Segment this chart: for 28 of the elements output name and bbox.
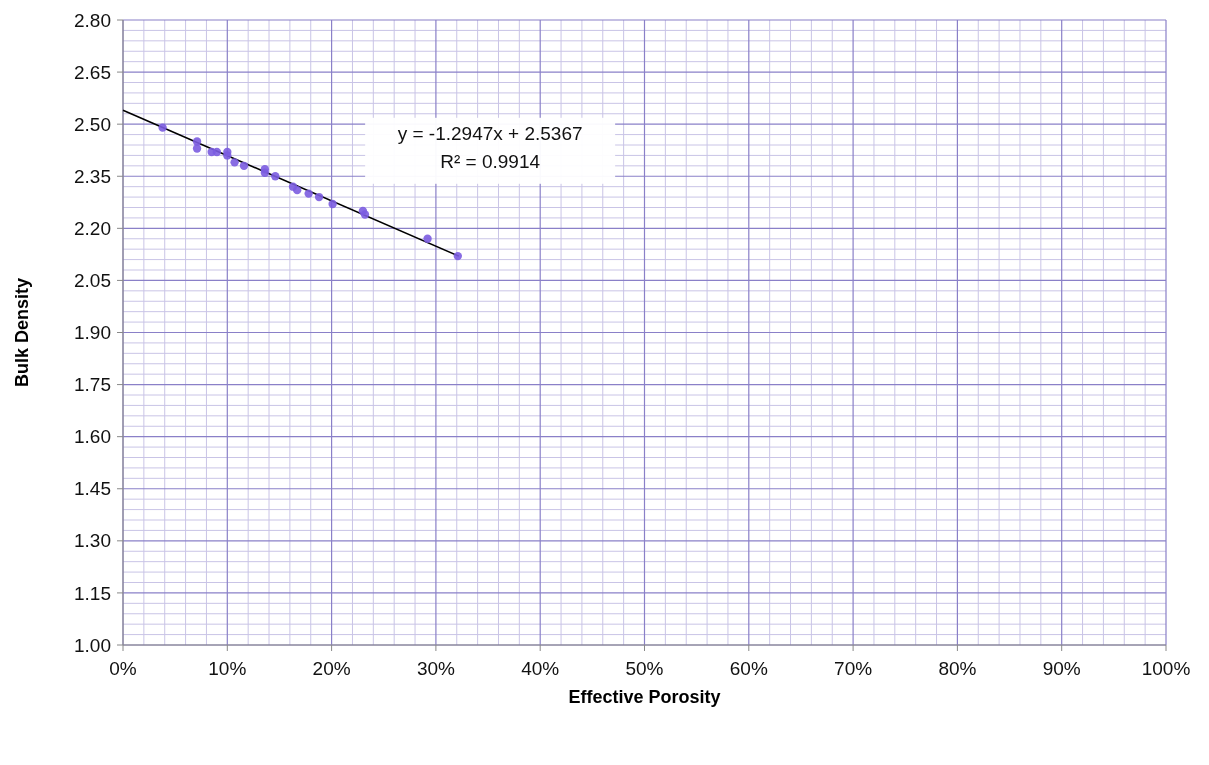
- y-tick-label: 2.35: [74, 165, 111, 187]
- x-tick-label: 90%: [1042, 658, 1081, 679]
- x-tick-label: 70%: [834, 658, 873, 679]
- y-tick-label: 2.80: [74, 9, 111, 31]
- x-tick-label: 0%: [109, 658, 137, 679]
- y-tick-label: 2.65: [74, 61, 111, 83]
- y-tick-label: 1.90: [74, 322, 111, 344]
- annotation: R² = 0.9914: [440, 150, 541, 172]
- y-tick-label: 1.45: [74, 478, 111, 500]
- y-tick-label: 1.15: [74, 582, 111, 604]
- x-tick-label: 60%: [729, 658, 768, 679]
- y-tick-label: 2.05: [74, 270, 111, 292]
- y-tick-label: 2.50: [74, 113, 111, 135]
- y-tick-label: 1.75: [74, 374, 111, 396]
- annotation: y = -1.2947x + 2.5367: [397, 122, 583, 144]
- x-axis-title: Effective Porosity: [568, 687, 721, 707]
- x-tick-label: 80%: [938, 658, 977, 679]
- y-tick-label: 1.00: [74, 634, 111, 656]
- x-tick-label: 40%: [521, 658, 560, 679]
- x-tick-label: 10%: [208, 658, 247, 679]
- y-tick-label: 2.20: [74, 217, 111, 239]
- x-tick-label: 100%: [1141, 658, 1191, 679]
- y-tick-label: 1.30: [74, 530, 111, 552]
- y-axis-title: Bulk Density: [12, 277, 32, 388]
- x-tick-label: 50%: [625, 658, 664, 679]
- y-tick-label: 1.60: [74, 426, 111, 448]
- x-tick-label: 30%: [416, 658, 456, 679]
- x-tick-label: 20%: [312, 658, 351, 679]
